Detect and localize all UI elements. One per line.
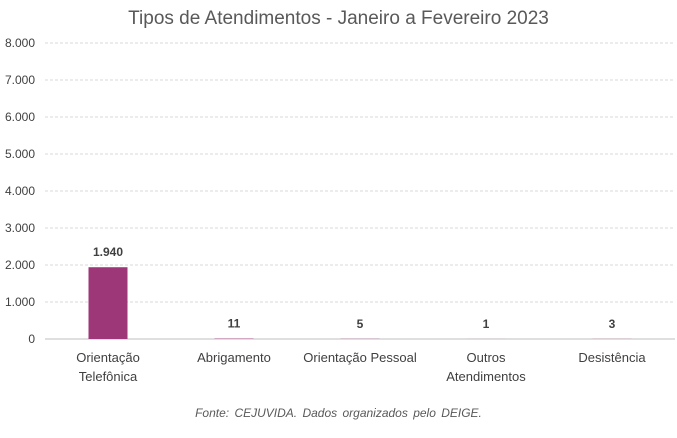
y-axis: 0 1.000 2.000 3.000 4.000 5.000 6.000 7.000 8.00…	[5, 36, 35, 346]
y-tick-label: 7.000	[5, 73, 35, 87]
y-tick-label: 6.000	[5, 110, 35, 124]
data-label: 11	[228, 317, 241, 331]
bar-chart: 0 1.000 2.000 3.000 4.000 5.000 6.000 7.000 8.00…	[5, 36, 675, 384]
y-tick-label: 0	[28, 332, 35, 346]
x-tick-label: Outros Atendimentos	[446, 350, 526, 384]
data-label: 5	[357, 317, 364, 331]
x-tick-label: Desistência	[578, 350, 646, 365]
data-label: 1	[483, 317, 490, 331]
y-tick-label: 2.000	[5, 258, 35, 272]
bars	[88, 267, 632, 339]
data-label: 3	[609, 317, 616, 331]
x-tick-label: Orientação Telefônica	[76, 350, 140, 384]
source-note: Fonte: CEJUVIDA. Dados organizados pelo …	[195, 406, 482, 420]
gridlines	[45, 42, 675, 340]
x-tick-label: Orientação Pessoal	[303, 350, 417, 365]
x-tick-label: Abrigamento	[197, 350, 271, 365]
y-tick-label: 3.000	[5, 221, 35, 235]
y-tick-label: 8.000	[5, 36, 35, 50]
chart-title: Tipos de Atendimentos - Janeiro a Fevere…	[128, 8, 549, 29]
bar	[88, 267, 128, 339]
y-tick-label: 1.000	[5, 295, 35, 309]
y-tick-label: 5.000	[5, 147, 35, 161]
data-label: 1.940	[93, 245, 123, 259]
x-axis: Orientação Telefônica Abrigamento Orientaçã…	[76, 350, 646, 384]
data-labels: 1.940 11 5 1 3	[93, 245, 616, 331]
y-tick-label: 4.000	[5, 184, 35, 198]
